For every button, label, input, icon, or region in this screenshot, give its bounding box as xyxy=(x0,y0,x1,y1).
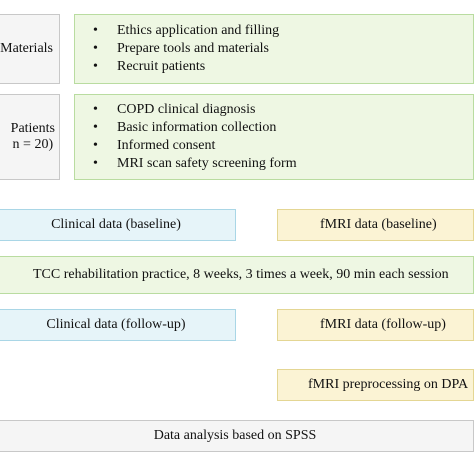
list-item: Ethics application and filling xyxy=(91,22,279,40)
list-item: Recruit patients xyxy=(91,58,279,76)
fmri-preprocessing-box: fMRI preprocessing on DPA xyxy=(277,369,474,401)
list-item: MRI scan safety screening form xyxy=(91,155,297,173)
materials-list: Ethics application and filling Prepare t… xyxy=(91,22,279,76)
patients-count: n = 20) xyxy=(12,137,54,152)
list-item: Prepare tools and materials xyxy=(91,40,279,58)
tcc-practice-box: TCC rehabilitation practice, 8 weeks, 3 … xyxy=(0,256,474,294)
patients-label-box: Patients n = 20) xyxy=(0,94,60,180)
clinical-followup-label: Clinical data (follow-up) xyxy=(46,316,186,332)
materials-label: Materials xyxy=(0,40,53,56)
patients-label: Patients xyxy=(10,120,55,136)
patients-list: COPD clinical diagnosis Basic informatio… xyxy=(91,101,297,173)
fmri-followup-box: fMRI data (follow-up) xyxy=(277,309,474,341)
fmri-preprocessing-label: fMRI preprocessing on DPA xyxy=(308,376,469,392)
list-item: Basic information collection xyxy=(91,119,297,137)
materials-list-box: Ethics application and filling Prepare t… xyxy=(74,14,474,84)
list-item: Informed consent xyxy=(91,137,297,155)
clinical-followup-box: Clinical data (follow-up) xyxy=(0,309,236,341)
fmri-baseline-label: fMRI data (baseline) xyxy=(320,216,437,232)
fmri-followup-label: fMRI data (follow-up) xyxy=(320,316,446,332)
fmri-baseline-box: fMRI data (baseline) xyxy=(277,209,474,241)
data-analysis-box: Data analysis based on SPSS xyxy=(0,420,474,452)
clinical-baseline-box: Clinical data (baseline) xyxy=(0,209,236,241)
list-item: COPD clinical diagnosis xyxy=(91,101,297,119)
patients-list-box: COPD clinical diagnosis Basic informatio… xyxy=(74,94,474,180)
materials-label-box: Materials xyxy=(0,14,60,84)
tcc-practice-label: TCC rehabilitation practice, 8 weeks, 3 … xyxy=(33,266,449,282)
clinical-baseline-label: Clinical data (baseline) xyxy=(51,216,181,232)
data-analysis-label: Data analysis based on SPSS xyxy=(153,427,317,443)
